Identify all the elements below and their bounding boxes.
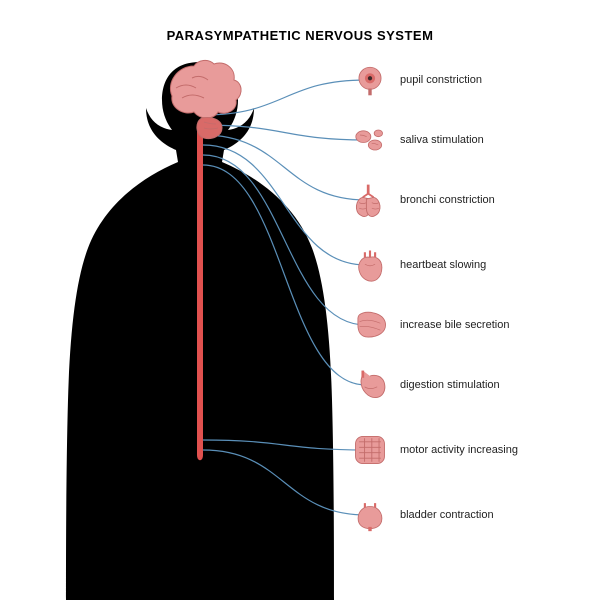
digestion-icon (350, 365, 390, 405)
organ-item-pupil: pupil constriction (350, 60, 482, 100)
motor-icon (350, 430, 390, 470)
organ-item-saliva: saliva stimulation (350, 120, 484, 160)
saliva-label: saliva stimulation (400, 134, 484, 146)
organ-item-bronchi: bronchi constriction (350, 180, 495, 220)
pupil-icon (350, 60, 390, 100)
bile-icon (350, 305, 390, 345)
heart-label: heartbeat slowing (400, 259, 486, 271)
organ-item-bladder: bladder contraction (350, 495, 494, 535)
motor-label: motor activity increasing (400, 444, 518, 456)
bladder-label: bladder contraction (400, 509, 494, 521)
bile-label: increase bile secretion (400, 319, 509, 331)
organ-item-heart: heartbeat slowing (350, 245, 486, 285)
bladder-icon (350, 495, 390, 535)
digestion-label: digestion stimulation (400, 379, 500, 391)
organ-item-digestion: digestion stimulation (350, 365, 500, 405)
saliva-icon (350, 120, 390, 160)
organ-item-motor: motor activity increasing (350, 430, 518, 470)
diagram-svg (0, 0, 600, 600)
bronchi-icon (350, 180, 390, 220)
pupil-label: pupil constriction (400, 74, 482, 86)
organ-item-bile: increase bile secretion (350, 305, 509, 345)
heart-icon (350, 245, 390, 285)
bronchi-label: bronchi constriction (400, 194, 495, 206)
